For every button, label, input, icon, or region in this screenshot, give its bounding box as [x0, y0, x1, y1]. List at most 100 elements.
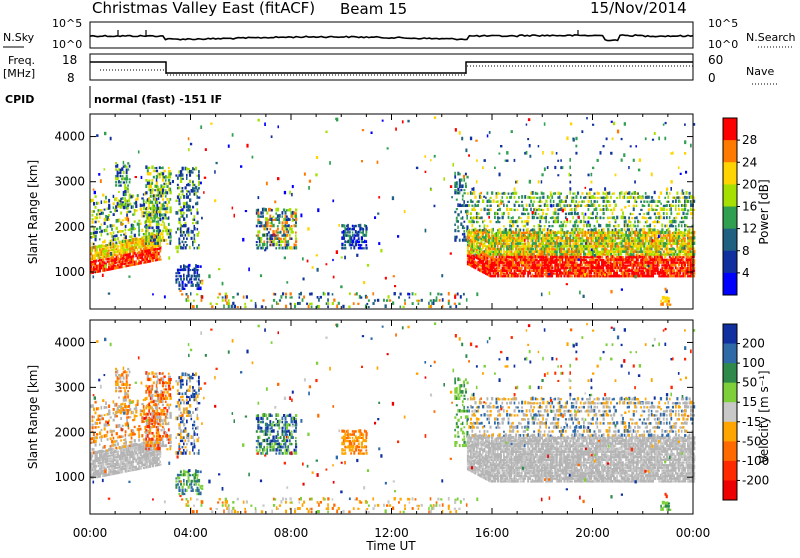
power-cell	[459, 239, 461, 242]
power-cell	[186, 298, 188, 302]
power-cell	[143, 212, 145, 215]
power-cell	[562, 224, 564, 228]
power-cell	[125, 229, 127, 232]
power-cell	[581, 264, 583, 267]
power-cell	[490, 200, 492, 203]
power-cell	[648, 196, 650, 199]
power-cell	[667, 239, 669, 243]
power-cell	[456, 199, 458, 201]
power-cell	[421, 299, 423, 302]
power-cell	[609, 221, 611, 223]
power-cell	[673, 248, 675, 250]
power-cell	[185, 241, 187, 243]
power-cell	[539, 209, 541, 211]
power-cell	[271, 135, 273, 138]
power-cell	[208, 274, 210, 278]
nsky-tick-top: 10^5	[52, 17, 82, 30]
power-cell	[636, 228, 638, 232]
power-cell	[557, 174, 559, 176]
power-cell	[477, 266, 479, 269]
power-cell	[541, 201, 543, 203]
power-cell	[93, 232, 95, 235]
power-cell	[294, 243, 296, 246]
power-cell	[505, 267, 507, 270]
power-cell	[649, 217, 651, 220]
power-cell	[484, 224, 486, 227]
power-cell	[182, 247, 184, 250]
power-cell	[385, 277, 387, 280]
power-cell	[523, 207, 525, 211]
power-cell	[175, 272, 177, 274]
power-cell	[126, 240, 128, 243]
power-cell	[675, 199, 677, 203]
power-cell	[660, 248, 662, 250]
power-cell	[658, 235, 660, 238]
power-cell	[538, 180, 540, 183]
power-cell	[361, 227, 363, 231]
power-cell	[660, 300, 662, 303]
power-cell	[156, 233, 158, 236]
power-cell	[274, 236, 276, 240]
power-cell	[631, 213, 633, 215]
power-cell	[430, 188, 432, 191]
power-cell	[105, 229, 107, 233]
power-cell	[289, 191, 291, 195]
power-cell	[606, 242, 608, 245]
power-cell	[545, 205, 547, 208]
power-cell	[138, 233, 140, 236]
power-cell	[105, 244, 107, 247]
power-cell	[147, 242, 149, 245]
power-cell	[302, 298, 304, 302]
power-cell	[151, 213, 153, 216]
power-cell	[280, 244, 282, 246]
power-cell	[649, 272, 651, 275]
power-cell	[151, 217, 153, 219]
power-cell	[457, 213, 459, 216]
power-cell	[631, 228, 633, 232]
power-cell	[575, 200, 577, 203]
power-cell	[382, 120, 384, 122]
power-cell	[169, 235, 171, 238]
power-cell	[598, 204, 600, 207]
power-cell	[200, 182, 202, 185]
power-cell	[639, 195, 641, 199]
power-cell	[542, 262, 544, 264]
power-cell	[194, 239, 196, 243]
power-cell	[194, 227, 196, 231]
power-cell	[148, 226, 150, 229]
power-cell	[178, 221, 180, 224]
power-cell	[99, 238, 101, 240]
power-cell	[279, 299, 281, 301]
power-cell	[598, 234, 600, 236]
power-cell	[490, 272, 492, 275]
power-cell	[678, 166, 680, 169]
power-cell	[135, 210, 137, 212]
power-cell	[145, 226, 147, 229]
power-cell	[673, 253, 675, 256]
power-cell	[667, 264, 669, 267]
power-cell	[679, 201, 681, 204]
power-cell	[194, 215, 196, 218]
freq-unit-label: [MHz]	[3, 67, 35, 80]
power-cell	[621, 191, 623, 195]
power-cell	[189, 278, 191, 280]
power-cell	[181, 293, 183, 295]
power-cell	[162, 194, 164, 197]
power-cell	[128, 276, 130, 278]
power-cell	[128, 222, 130, 224]
power-cell	[497, 200, 499, 203]
power-cell	[156, 175, 158, 179]
power-cell	[272, 240, 274, 243]
power-cell	[145, 220, 147, 223]
power-cell	[359, 224, 361, 228]
power-cell	[643, 259, 645, 261]
power-cell	[613, 264, 615, 267]
power-cell	[676, 213, 678, 215]
power-cell	[338, 302, 340, 305]
power-cell	[524, 243, 526, 245]
power-cell	[560, 221, 562, 223]
power-cell	[574, 192, 576, 195]
power-cell	[592, 211, 594, 215]
power-cell	[255, 302, 256, 305]
power-cell	[259, 244, 261, 247]
